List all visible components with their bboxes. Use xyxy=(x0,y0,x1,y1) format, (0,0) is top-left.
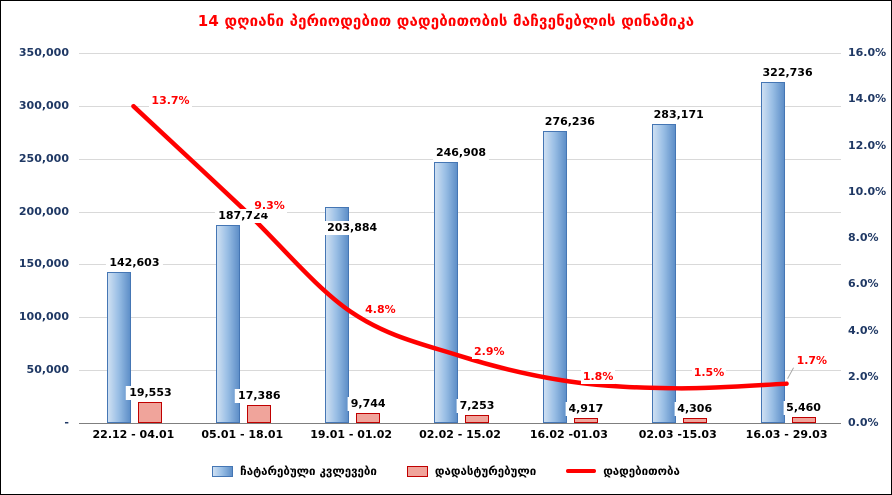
bar-tests xyxy=(760,81,785,423)
right-axis-tick-label: 12.0% xyxy=(848,138,887,152)
left-axis-tick-label: 100,000 xyxy=(18,310,69,324)
legend-item-tests: ჩატარებული კვლევები xyxy=(212,464,377,478)
grid-line xyxy=(79,211,841,213)
bar-positive xyxy=(682,418,707,423)
positivity-percent-label: 13.7% xyxy=(149,94,192,109)
bar-positive xyxy=(791,417,816,423)
bar-positive xyxy=(138,402,163,423)
blue-bar-swatch-icon xyxy=(212,465,234,477)
positivity-line xyxy=(131,103,795,391)
bar-tests xyxy=(434,161,458,423)
positive-value-label: 5,460 xyxy=(783,401,824,416)
tests-value-label: 142,603 xyxy=(106,256,163,271)
right-axis: 0.0% 2.0% 4.0% 6.0% 8.0% 10.0% 12.0% 14.0% 16.0% xyxy=(846,46,891,429)
grid-line xyxy=(79,317,841,319)
grid-line xyxy=(79,264,841,266)
right-axis-tick-label: 4.0% xyxy=(848,323,879,337)
category-label: 19.01 - 01.02 xyxy=(310,428,393,441)
bar-tests xyxy=(651,123,676,423)
line-swatch-icon xyxy=(566,469,597,473)
category-label: 22.12 - 04.01 xyxy=(92,428,175,441)
red-bar-swatch-icon xyxy=(406,465,428,477)
left-axis: - 50,000 100,000 150,000 200,000 250,000 300,0… xyxy=(3,46,73,429)
positivity-percent-label: 4.8% xyxy=(363,303,398,317)
tests-value-label: 276,236 xyxy=(541,114,598,129)
legend: ჩატარებული კვლევები დადასტურებული დადები… xyxy=(1,459,891,483)
left-axis-tick-label: 300,000 xyxy=(18,98,69,112)
grid-line xyxy=(79,105,841,107)
positive-value-label: 19,553 xyxy=(126,386,175,401)
category-label: 05.01 - 18.01 xyxy=(201,428,284,441)
bar-tests xyxy=(107,272,132,423)
category-label: 02.02 - 15.02 xyxy=(419,428,501,441)
legend-label-confirmed: დადასტურებული xyxy=(434,464,537,478)
bar-tests xyxy=(542,130,567,423)
right-axis-tick-label: 8.0% xyxy=(848,231,879,244)
left-axis-tick-label: 200,000 xyxy=(18,204,69,218)
tests-value-label: 322,736 xyxy=(759,65,816,80)
x-axis-category-labels: 22.12 - 04.01 05.01 - 18.01 19.01 - 01.02 0… xyxy=(79,428,841,444)
grid-line xyxy=(79,370,841,372)
category-label: 16.02 -01.03 xyxy=(529,428,608,441)
left-axis-tick-label: 50,000 xyxy=(26,363,69,377)
category-label: 16.03 - 29.03 xyxy=(745,428,828,441)
legend-label-positivity: დადებითობა xyxy=(603,464,680,478)
positive-value-label: 9,744 xyxy=(347,396,389,411)
positivity-percent-label: 2.9% xyxy=(472,344,507,359)
legend-item-positivity: დადებითობა xyxy=(566,464,680,478)
bar-positive xyxy=(356,412,381,423)
positive-value-label: 17,386 xyxy=(235,388,284,403)
bar-tests xyxy=(325,207,350,423)
right-axis-tick-label: 0.0% xyxy=(848,416,879,429)
left-axis-tick-label: 350,000 xyxy=(18,46,69,59)
tests-value-label: 246,908 xyxy=(432,145,490,160)
positivity-percent-label: 1.5% xyxy=(691,366,727,381)
positive-value-label: 7,253 xyxy=(456,399,498,414)
category-label: 02.03 -15.03 xyxy=(638,428,717,441)
positive-value-label: 4,306 xyxy=(674,402,716,417)
bar-positive xyxy=(247,404,272,423)
right-axis-tick-label: 16.0% xyxy=(848,46,887,59)
left-axis-tick-label: 250,000 xyxy=(18,151,69,165)
positive-value-label: 4,917 xyxy=(565,401,607,416)
right-axis-tick-label: 14.0% xyxy=(848,92,887,106)
right-axis-tick-label: 6.0% xyxy=(848,277,879,291)
tests-value-label: 203,884 xyxy=(324,221,381,236)
legend-item-confirmed: დადასტურებული xyxy=(406,464,537,478)
grid-line xyxy=(79,53,841,54)
x-axis-line xyxy=(79,423,841,424)
plot-area: 142,603 19,553 187,724 17,386 203,884 9,744 24… xyxy=(79,53,841,423)
left-axis-tick-label: 150,000 xyxy=(18,257,69,271)
positivity-percent-label: 9.3% xyxy=(252,198,287,213)
left-axis-tick-label: - xyxy=(64,416,69,429)
positivity-percent-label: 1.7% xyxy=(794,353,830,368)
legend-label-tests: ჩატარებული კვლევები xyxy=(240,464,377,478)
right-axis-tick-label: 10.0% xyxy=(848,184,887,198)
bar-positive xyxy=(573,417,598,423)
right-axis-tick-label: 2.0% xyxy=(848,369,879,383)
chart-title: 14 დღიანი პერიოდებით დადებითობის მაჩვენე… xyxy=(197,12,695,30)
bar-positive xyxy=(465,415,489,423)
tests-value-label: 283,171 xyxy=(650,107,707,122)
positivity-percent-label: 1.8% xyxy=(580,370,616,385)
